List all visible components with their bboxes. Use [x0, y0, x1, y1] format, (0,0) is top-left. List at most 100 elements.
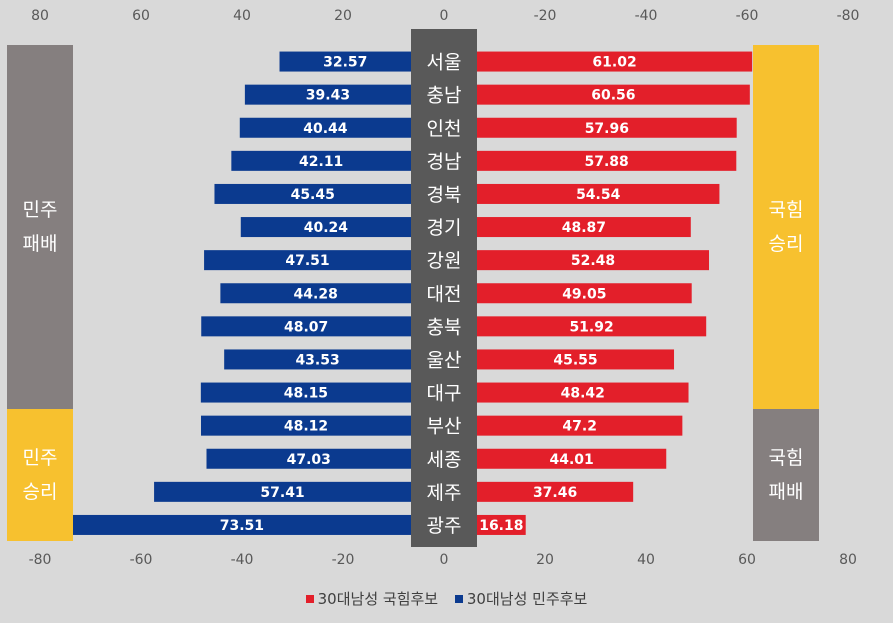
legend-item-red: 30대남성 국힘후보	[305, 588, 439, 609]
category-label: 충남	[427, 85, 462, 107]
bottom-tick-label: -60	[129, 552, 153, 568]
bar-left	[200, 382, 411, 403]
bar-right-label: 47.2	[562, 419, 597, 435]
bar-left	[279, 51, 411, 72]
top-tick-label: 40	[233, 8, 251, 24]
bar-left	[224, 349, 411, 370]
bar-left-label: 32.57	[323, 55, 367, 71]
bar-left-label: 40.44	[303, 121, 348, 137]
bar-right	[477, 349, 675, 370]
bar-left	[220, 283, 411, 304]
side-label-left-bottom: 민주 승리	[7, 409, 73, 542]
bottom-tick-label: 60	[738, 552, 756, 568]
legend-swatch-blue	[454, 595, 463, 603]
bar-left-label: 47.51	[285, 253, 329, 269]
bar-left-label: 39.43	[306, 88, 350, 104]
bar-left	[200, 415, 411, 436]
category-label: 강원	[427, 250, 462, 272]
category-label: 대전	[427, 283, 462, 305]
bar-right	[477, 150, 737, 171]
center-band	[411, 29, 477, 547]
bottom-tick-label: 0	[439, 552, 449, 568]
bottom-tick-label: 20	[536, 552, 554, 568]
bar-right	[477, 316, 707, 337]
category-label: 울산	[427, 349, 462, 371]
category-label: 세종	[427, 449, 462, 471]
bar-left	[244, 84, 411, 105]
side-label-right-bottom: 국힘 패배	[753, 409, 819, 542]
bar-right	[477, 481, 634, 502]
legend-swatch-red	[305, 595, 314, 603]
bar-right	[477, 117, 737, 138]
top-tick-label: 60	[132, 8, 150, 24]
category-label: 서울	[427, 52, 462, 74]
category-label: 경기	[427, 217, 462, 239]
bar-left	[201, 316, 411, 337]
bar-right-label: 54.54	[576, 187, 621, 203]
bar-left	[214, 183, 411, 204]
bar-right	[477, 250, 710, 271]
bar-right-label: 60.56	[591, 88, 635, 104]
legend-label: 30대남성 국힘후보	[317, 590, 439, 608]
bar-left-label: 45.45	[291, 187, 335, 203]
bar-right-label: 51.92	[569, 319, 613, 335]
bar-left	[206, 448, 411, 469]
bar-left	[239, 117, 411, 138]
bar-left-label: 47.03	[287, 452, 331, 468]
bar-right-label: 16.18	[479, 518, 523, 534]
bottom-tick-label: 80	[839, 552, 857, 568]
bar-right	[477, 283, 692, 304]
bar-right-label: 57.88	[584, 154, 628, 170]
legend: 30대남성 국힘후보 30대남성 민주후보	[0, 588, 893, 609]
bar-left-label: 43.53	[295, 352, 339, 368]
top-tick-label: -20	[533, 8, 557, 24]
top-tick-label: -80	[836, 8, 860, 24]
bar-right	[477, 448, 667, 469]
bar-right-label: 45.55	[553, 352, 597, 368]
bar-right	[477, 514, 526, 535]
bar-right-label: 37.46	[533, 485, 577, 501]
category-label: 광주	[427, 515, 462, 537]
side-label-left-top: 민주 패배	[7, 45, 73, 410]
bar-right-label: 48.87	[562, 220, 606, 236]
bar-left	[204, 250, 411, 271]
bar-right-label: 48.42	[561, 386, 605, 402]
category-label: 인천	[427, 118, 462, 140]
bar-right	[477, 382, 689, 403]
bar-left-label: 40.24	[304, 220, 349, 236]
bar-right	[477, 183, 720, 204]
bar-left	[231, 150, 411, 171]
bottom-tick-label: -80	[28, 552, 52, 568]
bar-left	[154, 481, 411, 502]
bar-left-label: 42.11	[299, 154, 343, 170]
bar-right	[477, 217, 691, 238]
bottom-tick-label: 40	[637, 552, 655, 568]
bar-right-label: 52.48	[571, 253, 615, 269]
bar-left-label: 48.15	[284, 386, 328, 402]
top-tick-label: 0	[439, 8, 449, 24]
top-tick-label: 20	[334, 8, 352, 24]
bar-right	[477, 415, 683, 436]
top-tick-label: -40	[634, 8, 658, 24]
bar-left-label: 57.41	[260, 485, 304, 501]
bar-right-label: 49.05	[562, 286, 606, 302]
bar-left-label: 73.51	[220, 518, 264, 534]
category-label: 경남	[427, 151, 462, 173]
bar-left	[72, 514, 411, 535]
bar-left-label: 48.12	[284, 419, 328, 435]
legend-item-blue: 30대남성 민주후보	[454, 588, 588, 609]
category-label: 부산	[427, 416, 462, 438]
bar-right-label: 57.96	[585, 121, 629, 137]
category-label: 제주	[427, 482, 462, 504]
category-label: 대구	[427, 383, 462, 405]
bar-right	[477, 84, 750, 105]
category-label: 충북	[427, 316, 462, 338]
legend-label: 30대남성 민주후보	[466, 590, 588, 608]
top-tick-label: -60	[735, 8, 759, 24]
bottom-tick-label: -20	[331, 552, 355, 568]
bar-right-label: 44.01	[549, 452, 593, 468]
top-tick-label: 80	[31, 8, 49, 24]
bar-left-label: 44.28	[294, 286, 338, 302]
category-label: 경북	[427, 184, 462, 206]
